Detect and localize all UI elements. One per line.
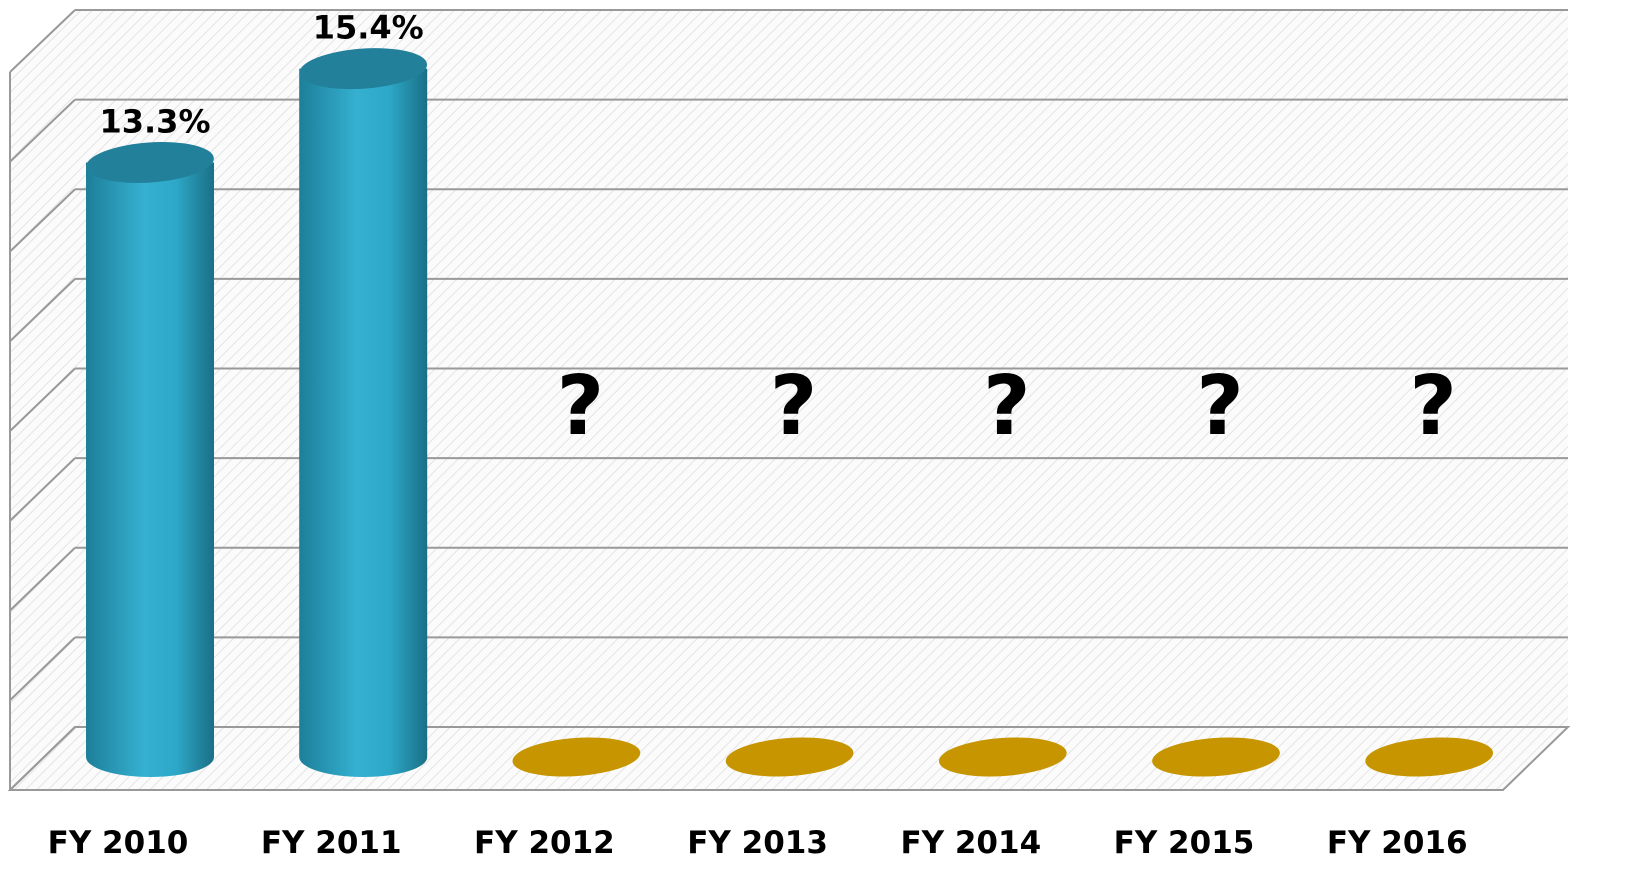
side-grid-line xyxy=(9,188,76,253)
value-label: ? xyxy=(1409,359,1457,454)
side-grid-line xyxy=(9,547,76,612)
placeholder-bar xyxy=(1152,737,1280,777)
side-grid-line xyxy=(9,278,76,342)
value-label: ? xyxy=(983,359,1031,454)
x-tick-label: FY 2016 xyxy=(1327,825,1468,861)
placeholder-bar xyxy=(1365,737,1494,777)
bar xyxy=(86,142,214,778)
x-tick-label: FY 2014 xyxy=(900,825,1041,861)
bar-top xyxy=(299,48,428,90)
side-grid-line xyxy=(9,98,76,163)
value-label: ? xyxy=(770,359,818,454)
bar-body xyxy=(299,68,428,778)
x-tick-label: FY 2012 xyxy=(474,825,615,861)
x-tick-label: FY 2013 xyxy=(687,825,828,861)
side-grid-line xyxy=(9,636,76,701)
value-label: ? xyxy=(1196,359,1244,454)
value-label: ? xyxy=(557,359,605,454)
side-grid-line xyxy=(9,457,76,522)
x-tick-label: FY 2011 xyxy=(261,825,402,861)
placeholder-bar xyxy=(512,737,641,777)
x-tick-label: FY 2010 xyxy=(48,825,189,861)
placeholder-bar xyxy=(725,737,854,777)
placeholder-bar xyxy=(938,737,1067,777)
side-grid-line xyxy=(9,726,76,791)
value-label: 15.4% xyxy=(313,9,424,47)
bar-top xyxy=(86,142,214,183)
x-tick-label: FY 2015 xyxy=(1114,825,1255,861)
bar xyxy=(299,48,428,778)
side-grid-line xyxy=(9,9,76,73)
value-label: 13.3% xyxy=(99,102,210,140)
side-grid-line xyxy=(9,367,76,432)
bar-body xyxy=(86,162,214,778)
